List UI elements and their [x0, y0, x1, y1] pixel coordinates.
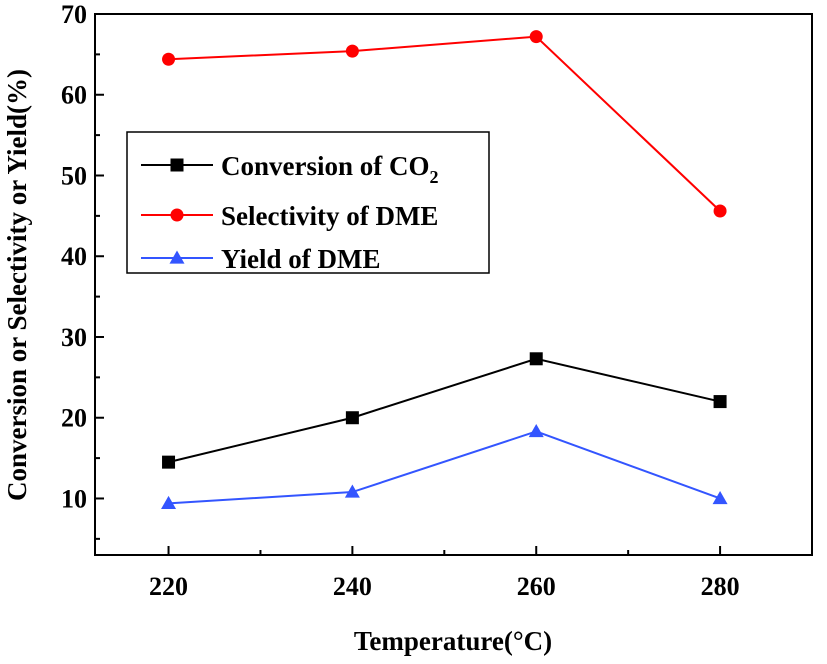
y-axis-title: Conversion or Selectivity or Yield(%) [2, 69, 32, 501]
series-layer [161, 30, 728, 509]
legend-item: Selectivity of DME [141, 201, 438, 231]
legend-label: Conversion of CO2 [221, 151, 439, 187]
data-point [162, 455, 176, 469]
x-tick-label: 240 [333, 572, 372, 601]
legend-box [126, 131, 490, 274]
y-tick-label: 60 [61, 81, 87, 110]
y-tick-label: 20 [61, 404, 87, 433]
data-point [162, 52, 176, 66]
y-tick-label: 10 [61, 484, 87, 513]
data-point [712, 490, 728, 505]
plot-frame [94, 13, 813, 556]
series-line [168, 357, 721, 464]
x-tick-label: 220 [149, 572, 188, 601]
data-point [713, 204, 727, 218]
series-1 [162, 352, 727, 469]
y-tick-label: 30 [61, 323, 87, 352]
legend-item: Yield of DME [141, 244, 380, 274]
data-point [344, 484, 360, 498]
legend: Conversion of CO2 Selectivity of DME Yield… [126, 131, 490, 274]
series-line [168, 430, 721, 505]
x-tick-label: 280 [701, 572, 740, 601]
series-2 [162, 30, 727, 218]
data-point [529, 30, 543, 44]
data-point [345, 44, 359, 58]
legend-marker [170, 208, 184, 222]
legend-label: Selectivity of DME [221, 201, 438, 231]
y-tick-label: 70 [61, 0, 87, 29]
y-tick-label: 50 [61, 161, 87, 190]
series-3 [161, 423, 728, 509]
x-axis: 220 240 260 280 [149, 546, 740, 601]
data-point [528, 423, 544, 438]
legend-label: Yield of DME [221, 244, 380, 274]
data-point [529, 352, 543, 366]
data-point [161, 495, 177, 509]
legend-item: Conversion of CO2 [141, 151, 439, 187]
y-tick-label: 40 [61, 242, 87, 271]
x-axis-title: Temperature(°C) [354, 626, 552, 656]
data-point [713, 395, 727, 409]
legend-marker [170, 158, 184, 172]
series-line [168, 35, 721, 212]
x-tick-label: 260 [517, 572, 556, 601]
legend-marker [169, 250, 185, 264]
data-point [345, 411, 359, 425]
y-axis: 10 20 30 40 50 60 70 [61, 0, 104, 540]
